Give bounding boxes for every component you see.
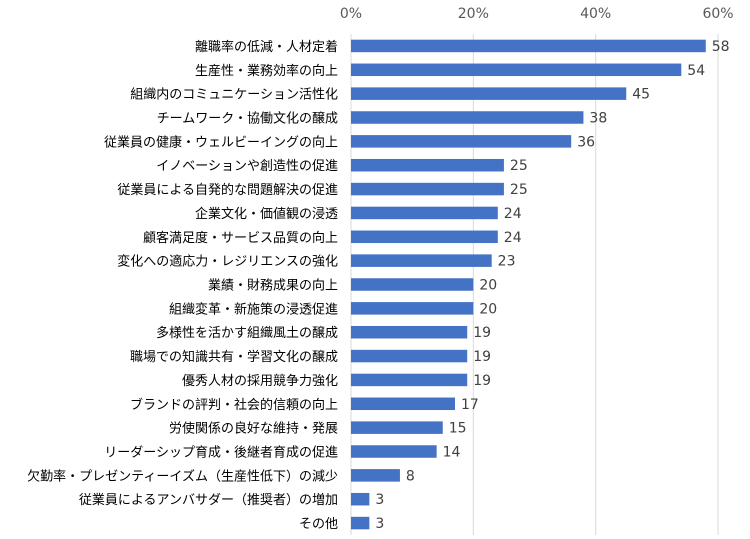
value-label-19: 3 — [375, 492, 384, 508]
bar-1 — [351, 63, 682, 77]
bar-19 — [351, 492, 370, 506]
category-label-6: 従業員による自発的な問題解決の促進 — [117, 182, 338, 198]
category-label-0: 離職率の低減・人材定着 — [195, 39, 338, 55]
bar-20 — [351, 516, 370, 530]
bar-9 — [351, 254, 492, 267]
bar-17 — [351, 445, 437, 458]
value-label-20: 3 — [375, 516, 384, 532]
bar-11 — [351, 302, 474, 315]
value-label-11: 20 — [479, 301, 497, 317]
category-label-14: 優秀人材の採用競争力強化 — [182, 374, 338, 389]
category-label-4: 従業員の健康・ウェルビーイングの向上 — [104, 134, 338, 150]
bar-8 — [351, 230, 498, 244]
axis-tick-labels: 0% 20% 40% 60% — [340, 6, 734, 22]
value-label-17: 14 — [443, 445, 461, 461]
bar-0 — [351, 39, 706, 53]
category-label-20: その他 — [299, 517, 338, 532]
category-label-7: 企業文化・価値観の浸透 — [195, 206, 338, 222]
bar-10 — [351, 278, 474, 291]
value-label-18: 8 — [406, 468, 415, 484]
value-label-10: 20 — [479, 278, 497, 294]
tick-label-0: 0% — [340, 6, 362, 22]
category-label-1: 生産性・業務効率の向上 — [195, 63, 338, 79]
category-label-17: リーダーシップ育成・後継者育成の促進 — [104, 445, 338, 461]
value-label-4: 36 — [577, 134, 595, 150]
category-label-8: 顧客満足度・サービス品質の向上 — [143, 230, 338, 246]
tick-label-1: 20% — [458, 6, 489, 22]
value-label-15: 17 — [461, 397, 479, 413]
bar-13 — [351, 349, 468, 363]
tick-label-2: 40% — [580, 6, 611, 22]
value-label-7: 24 — [504, 206, 522, 222]
bars — [351, 39, 706, 530]
category-label-3: チームワーク・協働文化の醸成 — [157, 112, 338, 127]
bar-2 — [351, 87, 627, 100]
bar-18 — [351, 469, 400, 482]
bar-7 — [351, 206, 498, 220]
category-label-19: 従業員によるアンバサダー（推奨者）の増加 — [79, 492, 338, 508]
value-label-12: 19 — [473, 325, 491, 341]
value-label-5: 25 — [510, 158, 528, 174]
value-label-8: 24 — [504, 230, 522, 246]
bar-14 — [351, 373, 468, 387]
category-labels: 離職率の低減・人材定着生産性・業務効率の向上組織内のコミュニケーション活性化チー… — [27, 39, 338, 532]
bar-3 — [351, 111, 584, 124]
tick-label-3: 60% — [702, 6, 733, 22]
bar-15 — [351, 397, 455, 411]
value-label-1: 54 — [687, 63, 705, 79]
value-label-13: 19 — [473, 349, 491, 365]
value-label-9: 23 — [498, 254, 516, 270]
bar-12 — [351, 325, 468, 339]
category-label-2: 組織内のコミュニケーション活性化 — [130, 87, 338, 103]
bar-4 — [351, 135, 572, 148]
value-label-2: 45 — [632, 87, 650, 103]
value-label-0: 58 — [712, 39, 730, 55]
value-label-3: 38 — [589, 111, 607, 127]
value-label-16: 15 — [449, 421, 467, 437]
category-label-5: イノベーションや創造性の促進 — [156, 159, 338, 174]
category-label-13: 職場での知識共有・学習文化の醸成 — [130, 349, 338, 365]
category-label-10: 業績・財務成果の向上 — [208, 278, 338, 294]
bar-6 — [351, 182, 504, 196]
value-label-14: 19 — [473, 373, 491, 389]
category-label-11: 組織変革・新施策の浸透促進 — [169, 301, 338, 317]
bar-5 — [351, 158, 504, 172]
category-label-12: 多様性を活かす組織風土の醸成 — [156, 325, 338, 341]
bar-16 — [351, 421, 443, 434]
category-label-18: 欠勤率・プレゼンティーイズム（生産性低下）の減少 — [27, 468, 338, 484]
category-label-16: 労使関係の良好な維持・発展 — [169, 421, 338, 437]
value-label-6: 25 — [510, 182, 528, 198]
category-label-9: 変化への適応力・レジリエンスの強化 — [117, 254, 338, 270]
category-label-15: ブランドの評判・社会的信頼の向上 — [130, 397, 338, 413]
